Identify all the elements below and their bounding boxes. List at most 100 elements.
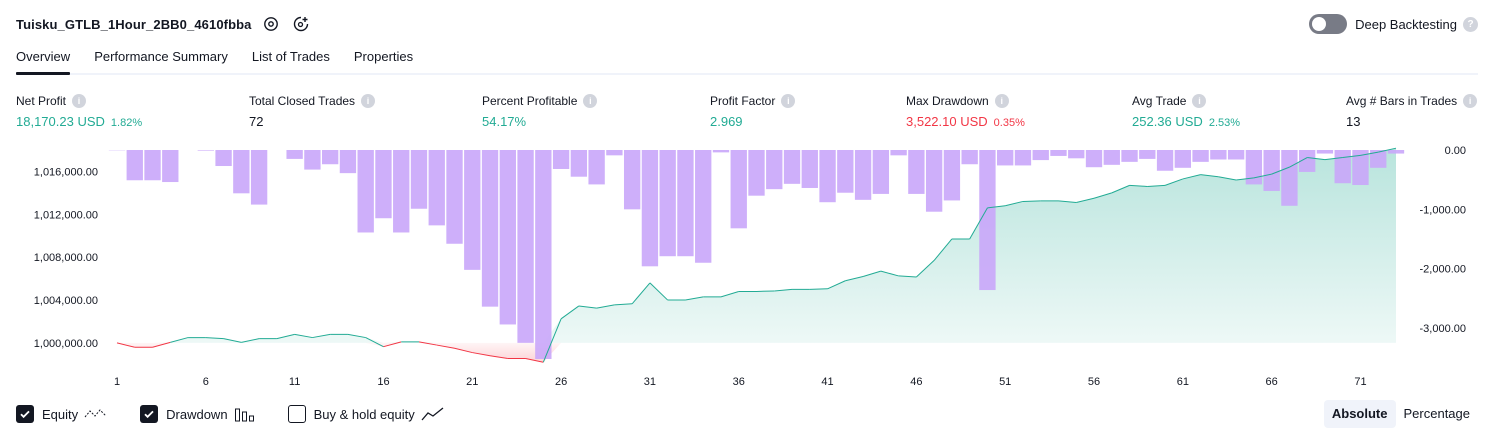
legend-equity[interactable]: Equity: [16, 405, 108, 423]
drawdown-bar: [464, 150, 480, 270]
x-axis-tick-label: 21: [466, 376, 478, 388]
x-axis-tick-label: 31: [644, 376, 656, 388]
drawdown-bar: [1175, 150, 1191, 168]
drawdown-bar: [908, 150, 924, 194]
drawdown-bar: [660, 150, 676, 256]
deep-backtesting-toggle[interactable]: [1309, 14, 1347, 34]
equity-checkbox[interactable]: [16, 405, 34, 423]
tab-overview[interactable]: Overview: [16, 47, 70, 73]
right-axis-tick-label: 0.00: [1445, 145, 1466, 157]
strategy-title: Tuisku_GTLB_1Hour_2BB0_4610fbba: [16, 17, 252, 32]
drawdown-bar: [286, 150, 302, 159]
drawdown-bar: [695, 150, 711, 263]
drawdown-bar: [1157, 150, 1173, 171]
metric-percent: 2.53%: [1209, 117, 1240, 129]
metric-percent-profitable: Percent Profitable i 54.17%: [482, 93, 597, 130]
metric-label: Net Profit: [16, 94, 66, 108]
tab-performance-summary[interactable]: Performance Summary: [94, 47, 228, 73]
drawdown-bar: [517, 150, 533, 343]
x-axis-tick-label: 51: [999, 376, 1011, 388]
drawdown-bar: [731, 150, 747, 228]
info-icon[interactable]: i: [1463, 94, 1477, 108]
drawdown-bar: [500, 150, 516, 324]
metric-avg-trade: Avg Trade i 252.36 USD 2.53%: [1132, 93, 1240, 130]
metric-value: 3,522.10 USD: [906, 114, 988, 129]
metric-label: Avg Trade: [1132, 94, 1186, 108]
info-icon[interactable]: i: [72, 94, 86, 108]
x-axis-tick-label: 66: [1266, 376, 1278, 388]
drawdown-bar: [1086, 150, 1102, 167]
drawdown-bar: [1210, 150, 1226, 159]
tab-list-of-trades[interactable]: List of Trades: [252, 47, 330, 73]
drawdown-bar: [358, 150, 374, 232]
drawdown-bar: [1317, 150, 1333, 154]
equity-line-segment: [1023, 201, 1041, 202]
info-icon[interactable]: i: [781, 94, 795, 108]
equity-line-segment: [757, 291, 775, 292]
legend-buy-hold[interactable]: Buy & hold equity: [288, 405, 445, 423]
metric-value: 252.36 USD: [1132, 114, 1203, 129]
percentage-button[interactable]: Percentage: [1396, 400, 1479, 428]
left-axis-tick-label: 1,008,000.00: [34, 252, 98, 264]
equity-drawdown-chart[interactable]: 1,016,000.00 1,012,000.00 1,008,000.00 1,00…: [0, 140, 1494, 395]
x-axis-tick-label: 16: [377, 376, 389, 388]
right-axis-tick-label: -2,000.00: [1420, 264, 1466, 276]
drawdown-bar: [1121, 150, 1137, 162]
x-axis-tick-label: 71: [1354, 376, 1366, 388]
drawdown-bar: [340, 150, 356, 173]
help-icon[interactable]: ?: [1463, 17, 1478, 32]
deep-backtesting-label: Deep Backtesting: [1355, 17, 1457, 32]
drawdown-bar: [1050, 150, 1066, 156]
absolute-button[interactable]: Absolute: [1324, 400, 1396, 428]
metric-value: 54.17%: [482, 114, 526, 129]
info-icon[interactable]: i: [583, 94, 597, 108]
drawdown-bar: [304, 150, 320, 170]
drawdown-bar: [162, 150, 178, 182]
info-icon[interactable]: i: [995, 94, 1009, 108]
drawdown-bar: [944, 150, 960, 200]
legend-label: Equity: [42, 407, 78, 422]
drawdown-bar: [997, 150, 1013, 165]
drawdown-bar: [1192, 150, 1208, 162]
metric-value: 18,170.23 USD: [16, 114, 105, 129]
drawdown-bar: [393, 150, 409, 232]
tab-properties[interactable]: Properties: [354, 47, 413, 73]
x-axis-tick-label: 1: [114, 376, 120, 388]
drawdown-bar: [553, 150, 569, 169]
drawdown-checkbox[interactable]: [140, 405, 158, 423]
drawdown-bar: [837, 150, 853, 193]
left-axis-tick-label: 1,000,000.00: [34, 338, 98, 350]
metric-percent: 0.35%: [994, 117, 1025, 129]
drawdown-bar: [979, 150, 995, 290]
buy-hold-checkbox[interactable]: [288, 405, 306, 423]
drawdown-bar: [1015, 150, 1031, 165]
metric-profit-factor: Profit Factor i 2.969: [710, 93, 795, 130]
drawdown-bar: [677, 150, 693, 256]
settings-gear-icon[interactable]: [260, 13, 282, 35]
legend-label: Buy & hold equity: [314, 407, 415, 422]
info-icon[interactable]: i: [1192, 94, 1206, 108]
drawdown-bar: [198, 150, 214, 151]
chart-legend: Equity Drawdown Buy & hold equity: [16, 403, 477, 425]
drawdown-bar: [802, 150, 818, 188]
drawdown-bar: [322, 150, 338, 164]
snapshot-icon[interactable]: [290, 13, 312, 35]
report-tabs: Overview Performance Summary List of Tra…: [16, 47, 1478, 75]
drawdown-bar: [1228, 150, 1244, 159]
drawdown-bar: [1263, 150, 1279, 191]
drawdown-bar: [144, 150, 160, 180]
legend-drawdown[interactable]: Drawdown: [140, 405, 255, 423]
metric-value: 2.969: [710, 114, 743, 129]
info-icon[interactable]: i: [361, 94, 375, 108]
metric-avg-bars-in-trades: Avg # Bars in Trades i 13: [1346, 93, 1477, 130]
x-axis-tick-label: 11: [289, 376, 300, 388]
drawdown-bar: [411, 150, 427, 209]
buy-hold-line-icon: [421, 406, 445, 422]
drawdown-bar: [482, 150, 498, 307]
x-axis-tick-label: 56: [1088, 376, 1100, 388]
drawdown-bar: [748, 150, 764, 196]
drawdown-bar: [1388, 150, 1404, 154]
drawdown-bar: [1033, 150, 1049, 160]
left-axis-tick-label: 1,004,000.00: [34, 295, 98, 307]
metric-value: 72: [249, 114, 263, 129]
